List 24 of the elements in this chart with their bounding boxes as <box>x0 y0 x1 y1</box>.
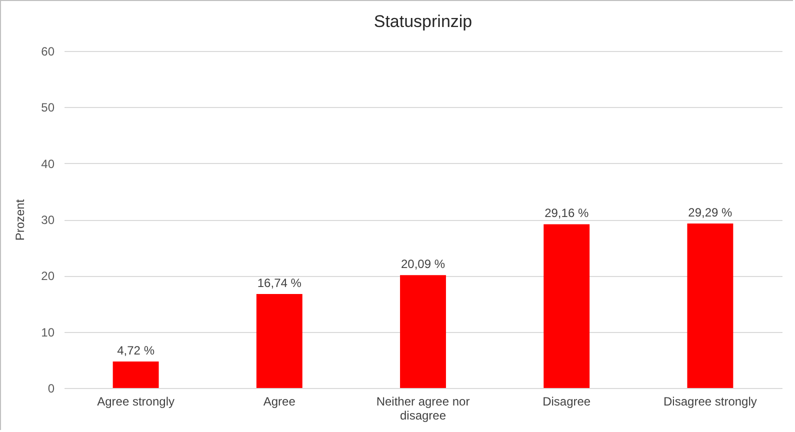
chart-title: Statusprinzip <box>374 12 472 31</box>
data-label: 20,09 % <box>400 257 446 272</box>
x-tick-label: Disagree <box>542 394 591 408</box>
x-tick-label: Agree <box>263 394 296 408</box>
bar <box>400 275 446 388</box>
y-tick-label: 30 <box>41 213 55 227</box>
x-tick-label: Agree strongly <box>97 394 174 408</box>
bar <box>112 361 159 388</box>
y-tick-label: 60 <box>41 44 55 58</box>
bar <box>544 224 590 388</box>
y-tick-label: 50 <box>41 100 55 115</box>
data-label: 4,72 % <box>117 343 155 358</box>
y-axis-title: Prozent <box>13 198 28 241</box>
data-label: 29,29 % <box>688 205 733 220</box>
y-tick-label: 40 <box>41 156 55 171</box>
data-label: 29,16 % <box>544 206 589 220</box>
bar <box>687 223 734 388</box>
y-tick-label: 20 <box>41 269 55 284</box>
y-tick-label: 10 <box>41 325 55 340</box>
data-label: 16,74 % <box>257 276 302 290</box>
x-tick-label: Neither agree nor disagree <box>376 394 470 422</box>
x-tick-label: Disagree strongly <box>664 394 757 408</box>
bar <box>256 294 302 388</box>
y-tick-label: 0 <box>48 382 55 396</box>
